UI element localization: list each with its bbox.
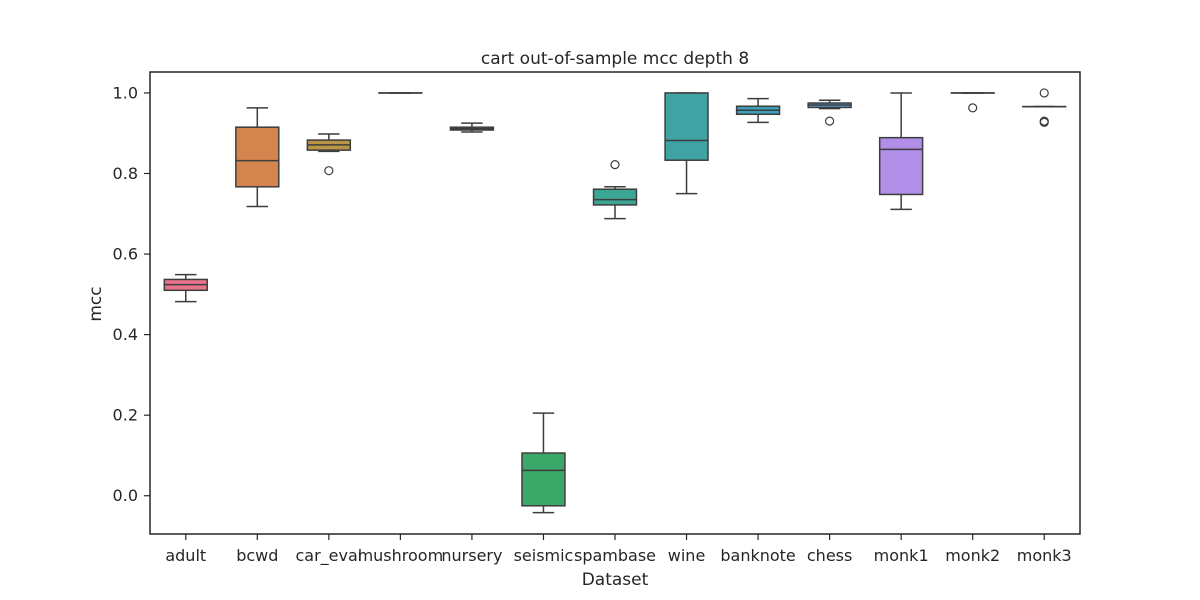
x-tick-label: chess: [807, 546, 852, 565]
x-tick-label: adult: [165, 546, 206, 565]
x-axis-label: Dataset: [582, 570, 649, 590]
box-wine: [664, 92, 709, 161]
x-tick-label: mushroom: [358, 546, 444, 565]
y-tick-label: 1.0: [113, 83, 138, 102]
box-bcwd: [235, 126, 280, 188]
y-tick-label: 0.2: [113, 406, 138, 425]
x-tick-label: monk3: [1017, 546, 1072, 565]
box-seismic: [521, 452, 566, 507]
x-tick-label: nursery: [441, 546, 502, 565]
outlier-point: [1039, 117, 1049, 127]
outlier-point: [968, 103, 978, 113]
y-tick-label: 0.8: [113, 164, 138, 183]
y-axis-label: mcc: [86, 286, 106, 321]
x-tick-label: car_eval: [295, 546, 362, 566]
plot-area: 0.0 0.2 0.4 0.6 0.8 1.0 adult bcwd car_evalmushr…: [113, 71, 1081, 566]
plot-frame: [149, 71, 1081, 535]
outlier-point: [1039, 88, 1049, 98]
x-tick-label: seismic: [514, 546, 574, 565]
x-tick-label: wine: [668, 546, 706, 565]
x-tick-label: bcwd: [236, 546, 278, 565]
chart-title: cart out-of-sample mcc depth 8: [481, 49, 749, 69]
outlier-point: [610, 160, 620, 170]
x-tick-label: monk2: [945, 546, 1000, 565]
x-tick-label: spambase: [574, 546, 656, 565]
box-spambase: [592, 188, 638, 206]
box-monk1: [878, 136, 924, 196]
outlier-point: [324, 166, 334, 176]
y-tick-label: 0.0: [113, 486, 138, 505]
y-tick-label: 0.6: [113, 245, 138, 264]
outlier-point: [825, 116, 835, 126]
x-tick-label: monk1: [874, 546, 929, 565]
y-tick-label: 0.4: [113, 325, 138, 344]
x-tick-label: banknote: [720, 546, 795, 565]
